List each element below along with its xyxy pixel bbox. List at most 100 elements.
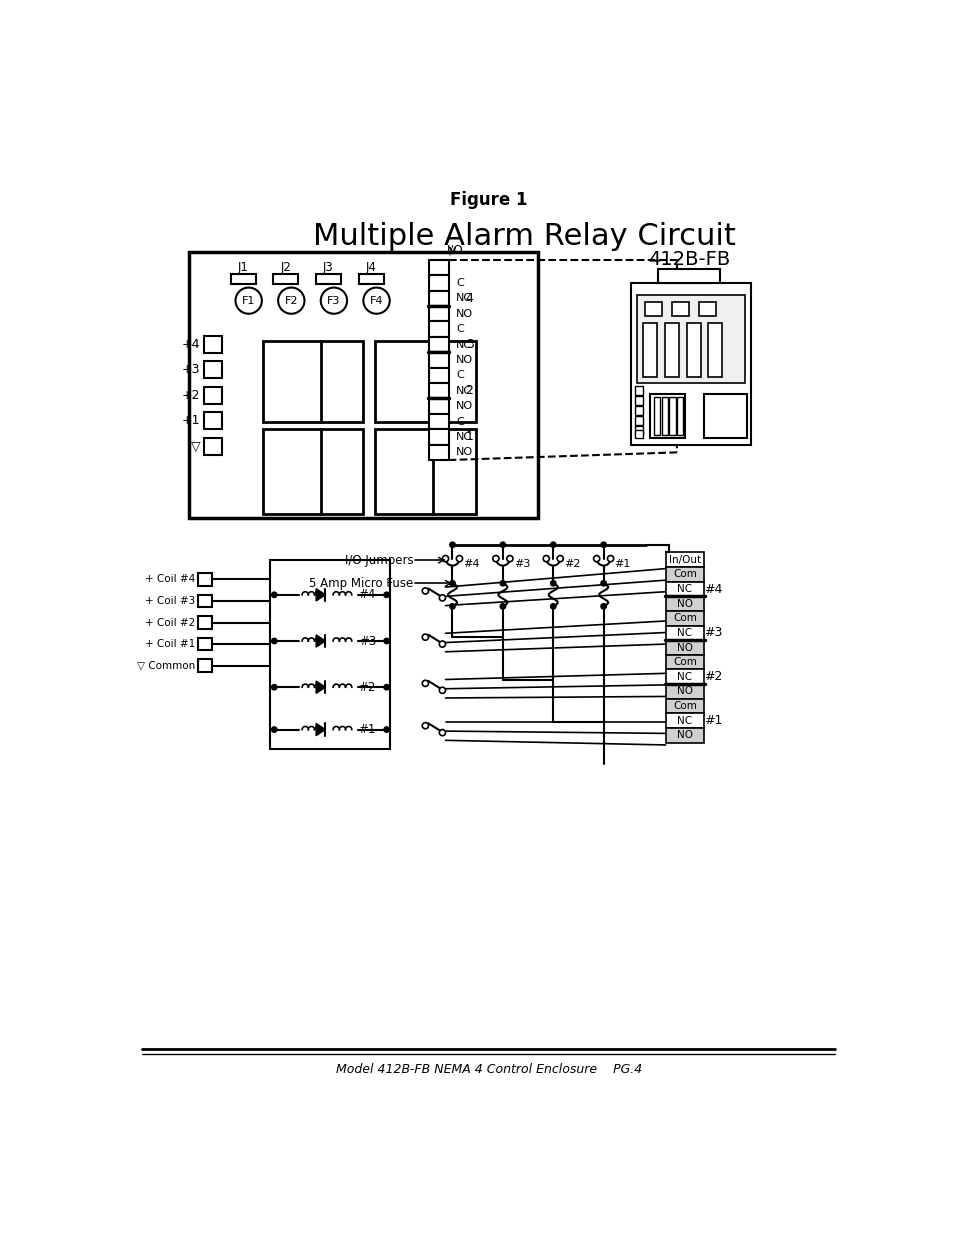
Bar: [703, 394, 746, 438]
Bar: [198, 573, 212, 585]
Text: J2: J2: [280, 261, 291, 274]
Text: NO: NO: [456, 401, 473, 411]
Bar: [429, 445, 448, 461]
Bar: [707, 324, 721, 377]
Bar: [665, 684, 703, 699]
Bar: [664, 324, 679, 377]
Bar: [634, 430, 642, 438]
Bar: [262, 430, 363, 514]
Circle shape: [499, 580, 505, 585]
Circle shape: [272, 684, 276, 690]
Text: I/O Jumpers: I/O Jumpers: [345, 553, 414, 567]
Text: #3: #3: [703, 626, 722, 640]
Bar: [429, 430, 448, 445]
Bar: [198, 616, 212, 629]
Bar: [270, 561, 390, 748]
Bar: [429, 383, 448, 399]
Polygon shape: [315, 724, 325, 736]
Text: NO: NO: [677, 599, 692, 609]
Text: + Coil #3: + Coil #3: [145, 597, 195, 606]
Bar: [665, 626, 703, 640]
Bar: [677, 396, 682, 436]
Text: Com: Com: [673, 657, 697, 667]
Bar: [204, 387, 221, 404]
Text: NC: NC: [456, 294, 472, 304]
Text: NO: NO: [456, 309, 473, 319]
Bar: [665, 640, 703, 655]
Circle shape: [272, 727, 276, 732]
Bar: [262, 341, 363, 421]
Circle shape: [422, 680, 428, 687]
Text: + Coil #2: + Coil #2: [145, 618, 195, 627]
Text: Com: Com: [673, 614, 697, 624]
Text: + Coil #1: + Coil #1: [145, 638, 195, 650]
Circle shape: [593, 556, 599, 562]
Circle shape: [422, 722, 428, 729]
Circle shape: [449, 604, 455, 609]
Text: #2: #2: [563, 559, 580, 569]
Bar: [204, 437, 221, 454]
Circle shape: [272, 638, 276, 643]
Text: NO: NO: [677, 687, 692, 697]
Text: +2: +2: [182, 389, 200, 401]
Bar: [231, 274, 255, 284]
Bar: [669, 396, 675, 436]
Circle shape: [383, 727, 389, 732]
Text: NC: NC: [456, 385, 472, 395]
Circle shape: [383, 638, 389, 643]
Text: NC: NC: [677, 672, 692, 682]
Bar: [671, 303, 688, 316]
Circle shape: [439, 687, 445, 693]
Circle shape: [600, 580, 606, 585]
Text: F1: F1: [242, 295, 255, 305]
Bar: [649, 394, 684, 438]
Text: J3: J3: [323, 261, 334, 274]
Bar: [630, 283, 750, 445]
Bar: [665, 655, 703, 669]
Circle shape: [499, 542, 505, 547]
Text: In/Out: In/Out: [668, 555, 700, 564]
Bar: [375, 430, 476, 514]
Text: NC: NC: [456, 432, 472, 442]
Text: Com: Com: [673, 569, 697, 579]
Text: 3: 3: [465, 338, 473, 351]
Text: NC: NC: [677, 627, 692, 638]
Circle shape: [550, 604, 556, 609]
Bar: [429, 368, 448, 383]
Text: #4: #4: [703, 583, 722, 595]
Bar: [686, 324, 700, 377]
Circle shape: [557, 556, 562, 562]
Text: C: C: [456, 416, 464, 426]
Circle shape: [449, 542, 455, 547]
Bar: [634, 406, 642, 415]
Bar: [665, 567, 703, 582]
Bar: [198, 659, 212, 672]
Bar: [634, 387, 642, 395]
Text: C: C: [456, 370, 464, 380]
Bar: [665, 582, 703, 597]
Text: F2: F2: [284, 295, 297, 305]
Circle shape: [456, 556, 462, 562]
Bar: [665, 727, 703, 742]
Circle shape: [272, 592, 276, 598]
Polygon shape: [315, 680, 325, 693]
Bar: [654, 396, 659, 436]
Text: #4: #4: [463, 559, 479, 569]
Circle shape: [278, 288, 304, 314]
Circle shape: [542, 556, 549, 562]
Text: 2: 2: [465, 384, 473, 398]
Text: 5 Amp Micro Fuse: 5 Amp Micro Fuse: [309, 577, 414, 590]
Text: ▽: ▽: [191, 440, 200, 453]
Circle shape: [506, 556, 513, 562]
Circle shape: [439, 595, 445, 601]
Text: #1: #1: [614, 559, 630, 569]
Bar: [658, 269, 720, 283]
Polygon shape: [315, 635, 325, 647]
Text: +3: +3: [182, 363, 200, 377]
Text: NC: NC: [456, 340, 472, 350]
Bar: [665, 552, 703, 567]
Bar: [634, 396, 642, 405]
Bar: [661, 396, 667, 436]
Text: Com: Com: [673, 701, 697, 711]
Text: #3: #3: [358, 635, 375, 647]
